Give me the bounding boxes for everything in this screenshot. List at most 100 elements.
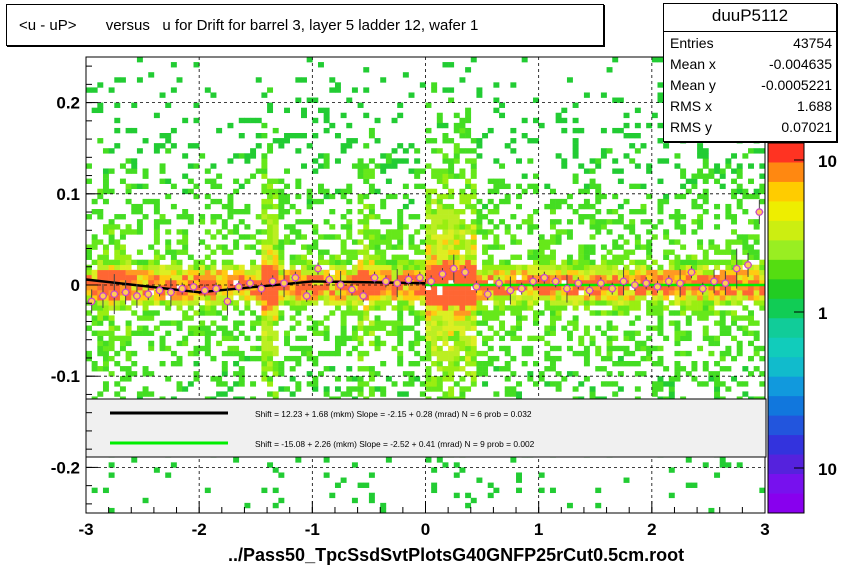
heatmap-cell [549,366,556,372]
heatmap-cell [566,269,573,276]
heatmap-cell [533,285,539,291]
heatmap-cell [566,193,573,200]
heatmap-cell [612,391,619,397]
heatmap-cell [555,300,562,306]
heatmap-cell [374,244,381,250]
heatmap-cell [255,355,262,362]
heatmap-cell [97,300,104,306]
heatmap-cell [380,77,387,83]
heatmap-cell [380,153,387,159]
heatmap-cell [697,269,704,276]
heatmap-cell [459,330,466,336]
heatmap-cell [176,77,183,83]
heatmap-cell [368,330,375,336]
heatmap-cell [431,325,438,331]
heatmap-cell [436,381,443,387]
heatmap-cell [448,366,455,372]
heatmap-cell [612,168,619,174]
heatmap-cell [153,112,160,119]
heatmap-cell [368,188,375,195]
heatmap-cell [284,234,290,240]
heatmap-cell [634,315,641,321]
heatmap-cell [284,269,290,276]
heatmap-cell [663,269,670,276]
heatmap-cell [600,244,607,250]
heatmap-cell [510,274,517,281]
heatmap-cell [363,203,370,210]
heatmap-cell [442,219,449,225]
heatmap-cell [301,285,307,291]
heatmap-cell [578,219,585,225]
heatmap-cell [623,153,630,159]
heatmap-cell [261,92,268,98]
heatmap-cell [102,305,109,311]
heatmap-cell [742,269,749,276]
heatmap-cell [634,239,641,245]
heatmap-cell [725,209,732,215]
heatmap-cell [685,330,692,336]
heatmap-cell [295,77,302,83]
heatmap-cell [261,269,268,276]
heatmap-cell [340,214,347,220]
colorbar-segment [768,181,804,202]
heatmap-cell [617,269,624,276]
heatmap-cell [538,472,545,478]
heatmap-cell [566,259,573,266]
heatmap-cell [470,340,477,347]
profile-marker [597,279,605,287]
heatmap-cell [380,259,387,266]
heatmap-cell [459,467,466,473]
heatmap-cell [431,315,438,321]
heatmap-cell [561,158,568,164]
heatmap-cell [714,203,721,210]
heatmap-cell [583,325,590,331]
heatmap-cell [136,391,143,397]
heatmap-cell [617,371,624,377]
heatmap-cell [414,290,421,296]
heatmap-cell [731,249,738,255]
heatmap-cell [97,209,104,215]
heatmap-cell [165,249,172,255]
heatmap-cell [685,254,692,260]
stats-row-rms-x: RMS x 1.688 [670,98,832,119]
heatmap-cell [736,315,743,321]
heatmap-cell [278,290,285,296]
heatmap-cell [363,87,370,93]
heatmap-cell [193,163,200,169]
heatmap-cell [499,163,506,169]
heatmap-cell [431,305,438,311]
heatmap-cell [674,274,681,281]
heatmap-cell [142,305,149,311]
heatmap-cell [431,82,438,88]
heatmap-cell [470,376,477,382]
heatmap-cell [119,345,126,352]
heatmap-cell [159,163,166,169]
heatmap-cell [448,173,455,179]
heatmap-cell [425,325,432,331]
heatmap-cell [697,305,704,311]
heatmap-cell [210,178,217,184]
heatmap-cell [436,345,443,352]
heatmap-cell [448,244,455,250]
heatmap-cell [482,371,489,377]
heatmap-cell [363,330,370,336]
heatmap-cell [668,274,675,281]
heatmap-cell [108,264,115,271]
heatmap-cell [244,355,251,362]
heatmap-cell [295,133,302,139]
heatmap-cell [504,224,511,230]
heatmap-cell [267,143,274,149]
heatmap-cell [153,295,160,301]
heatmap-cell [267,274,274,281]
heatmap-cell [583,244,590,250]
heatmap-cell [561,264,568,271]
heatmap-cell [295,229,302,235]
heatmap-cell [578,203,585,210]
heatmap-cell [442,173,449,179]
heatmap-cell [380,507,387,514]
heatmap-cell [363,168,370,174]
heatmap-cell [612,209,619,215]
heatmap-cell [391,269,398,276]
profile-point [121,280,130,305]
profile-point [495,277,504,290]
